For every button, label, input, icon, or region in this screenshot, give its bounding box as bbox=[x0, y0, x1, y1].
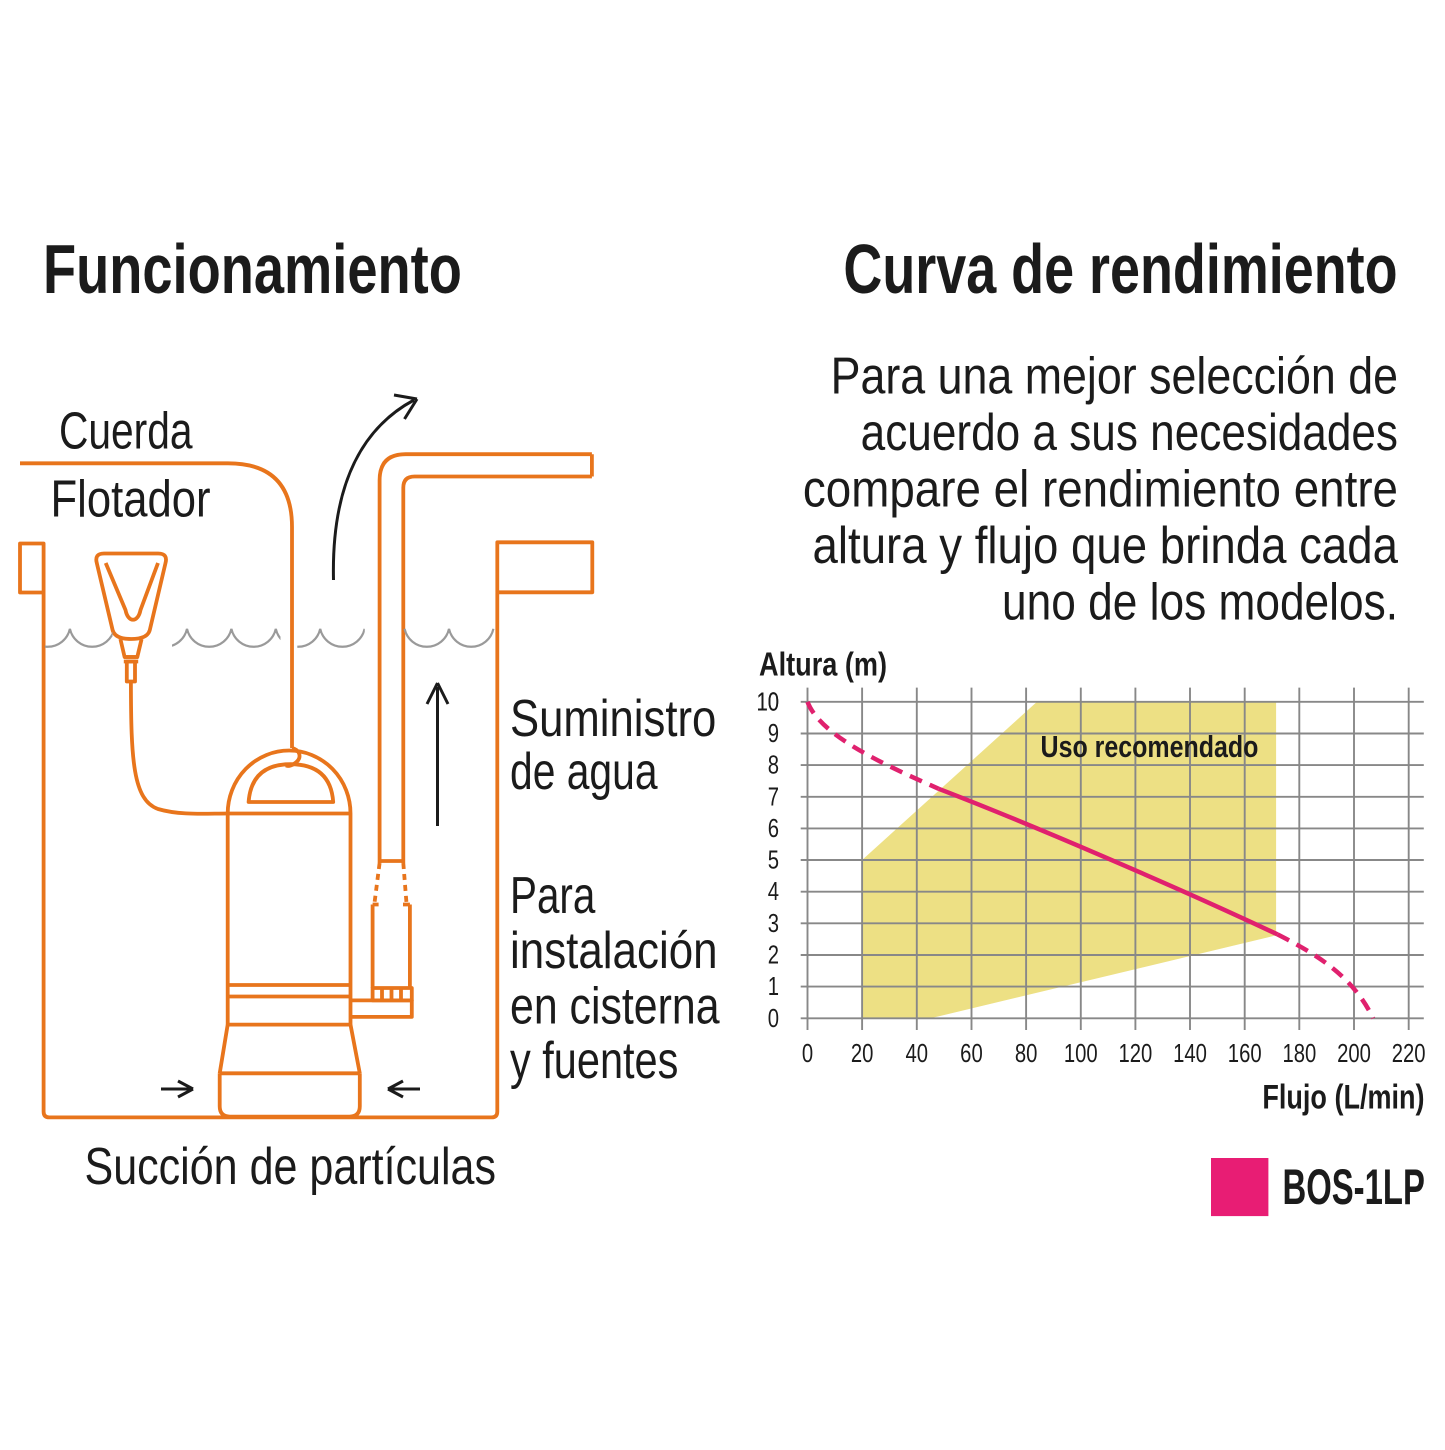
svg-text:100: 100 bbox=[1064, 1039, 1098, 1068]
svg-text:Para una mejor selección de: Para una mejor selección de bbox=[831, 347, 1398, 405]
svg-text:80: 80 bbox=[1015, 1039, 1038, 1068]
svg-text:en cisterna: en cisterna bbox=[510, 978, 720, 1036]
svg-text:BOS-1LP: BOS-1LP bbox=[1283, 1159, 1425, 1215]
svg-text:Flotador: Flotador bbox=[51, 471, 211, 528]
svg-text:Curva de rendimiento: Curva de rendimiento bbox=[843, 230, 1397, 308]
svg-text:40: 40 bbox=[906, 1039, 929, 1068]
svg-text:0: 0 bbox=[768, 1003, 779, 1032]
svg-text:120: 120 bbox=[1118, 1039, 1152, 1068]
svg-text:140: 140 bbox=[1173, 1039, 1207, 1068]
svg-text:de agua: de agua bbox=[510, 742, 658, 800]
svg-text:220: 220 bbox=[1392, 1039, 1426, 1068]
svg-text:1: 1 bbox=[768, 972, 779, 1001]
svg-text:20: 20 bbox=[851, 1039, 874, 1068]
svg-text:y fuentes: y fuentes bbox=[510, 1030, 678, 1089]
svg-text:Flujo (L/min): Flujo (L/min) bbox=[1262, 1078, 1424, 1117]
svg-text:altura y flujo que brinda cada: altura y flujo que brinda cada bbox=[813, 517, 1399, 574]
svg-text:acuerdo a sus necesidades: acuerdo a sus necesidades bbox=[861, 404, 1398, 462]
svg-text:4: 4 bbox=[768, 877, 779, 906]
svg-text:60: 60 bbox=[960, 1039, 983, 1068]
svg-text:compare el rendimiento entre: compare el rendimiento entre bbox=[803, 461, 1398, 518]
svg-text:instalación: instalación bbox=[510, 922, 718, 980]
svg-text:10: 10 bbox=[756, 687, 779, 716]
svg-text:200: 200 bbox=[1337, 1039, 1371, 1068]
svg-text:Uso recomendado: Uso recomendado bbox=[1041, 729, 1259, 763]
svg-text:10: 10 bbox=[756, 687, 779, 716]
svg-text:9: 9 bbox=[768, 719, 779, 748]
svg-text:Para: Para bbox=[510, 866, 595, 924]
svg-text:5: 5 bbox=[768, 845, 779, 874]
svg-text:uno de los modelos.: uno de los modelos. bbox=[1002, 573, 1398, 631]
svg-text:160: 160 bbox=[1228, 1039, 1262, 1068]
svg-text:Cuerda: Cuerda bbox=[59, 402, 193, 460]
svg-text:7: 7 bbox=[768, 782, 779, 811]
svg-text:Altura (m): Altura (m) bbox=[759, 647, 887, 683]
svg-text:3: 3 bbox=[768, 908, 779, 937]
svg-text:0: 0 bbox=[802, 1039, 813, 1068]
svg-text:180: 180 bbox=[1282, 1039, 1316, 1068]
svg-text:Suministro: Suministro bbox=[510, 691, 716, 748]
svg-text:Succión de partículas: Succión de partículas bbox=[85, 1138, 497, 1196]
svg-text:Funcionamiento: Funcionamiento bbox=[43, 230, 462, 308]
svg-text:6: 6 bbox=[768, 813, 779, 842]
svg-text:2: 2 bbox=[768, 940, 779, 969]
svg-text:8: 8 bbox=[768, 750, 779, 779]
